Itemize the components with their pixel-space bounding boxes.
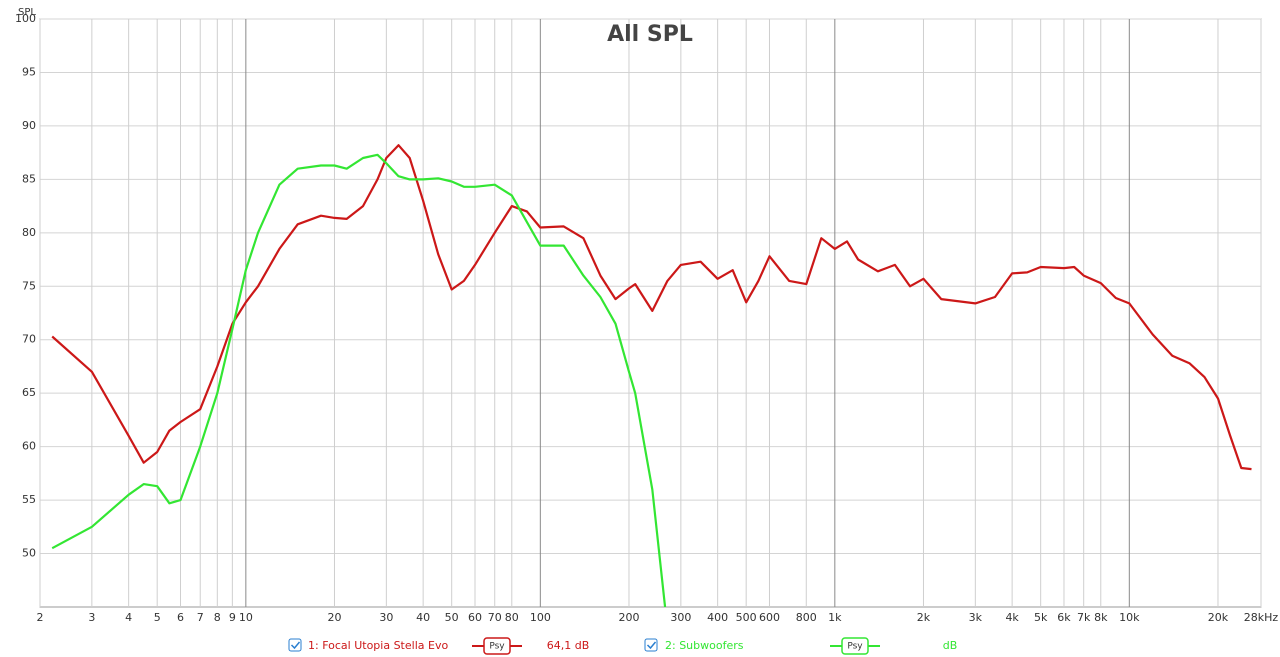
y-tick-label: 85 [22,172,36,185]
x-tick-label: 20 [327,611,341,624]
x-tick-label: 60 [468,611,482,624]
legend-smoothing: Psy [489,642,505,652]
x-tick-label: 800 [796,611,817,624]
x-tick-label: 400 [707,611,728,624]
y-tick-label: 75 [22,279,36,292]
x-tick-label: 40 [416,611,430,624]
x-tick-label: 300 [670,611,691,624]
check-mark [290,641,301,650]
legend-smoothing: Psy [847,642,863,652]
y-tick-label: 90 [22,119,36,132]
legend-label: 1: Focal Utopia Stella Evo [308,639,448,652]
x-tick-label: 6 [177,611,184,624]
grid [39,18,1262,607]
legend-smoothing-box [841,637,869,655]
x-tick-label: 7 [197,611,204,624]
plot-area [51,144,1252,607]
legend: 1: Focal Utopia Stella Evo Psy 64,1 dB 2: S… [288,637,958,655]
x-tick-label: 5k [1034,611,1048,624]
plot-frame [39,18,1262,608]
y-tick-label: 80 [22,226,36,239]
x-tick-label: 70 [488,611,502,624]
x-tick-label: 2 [37,611,44,624]
series-line [51,144,1252,471]
x-tick-label: 8k [1094,611,1108,624]
check-mark [646,641,657,650]
y-tick-label: 95 [22,65,36,78]
x-tick-label: 4 [125,611,132,624]
legend-checkbox[interactable] [644,638,658,652]
x-tick-label: 200 [618,611,639,624]
legend-label: 2: Subwoofers [665,639,744,652]
x-tick-label: 600 [759,611,780,624]
legend-level: 64,1 dB [547,639,590,652]
x-tick-label: 5 [154,611,161,624]
x-tick-label: 8 [214,611,221,624]
x-tick-label: 3 [88,611,95,624]
y-tick-label: 55 [22,493,36,506]
x-tick-label: 50 [445,611,459,624]
y-tick-label: 60 [22,440,36,453]
x-tick-label: 7k [1077,611,1091,624]
x-tick-label: 4k [1005,611,1019,624]
x-tick-label: 28kHz [1244,611,1279,624]
x-tick-label: 2k [917,611,931,624]
x-tick-label: 30 [379,611,393,624]
x-tick-label: 9 [229,611,236,624]
x-tick-label: 20k [1208,611,1229,624]
x-tick-label: 100 [530,611,551,624]
y-tick-label: 70 [22,333,36,346]
chart-title: All SPL [607,22,693,47]
y-tick-label: 50 [22,547,36,560]
y-tick-label: 100 [15,12,36,25]
x-tick-label: 10k [1119,611,1140,624]
x-tick-label: 500 [736,611,757,624]
legend-level: dB [943,639,958,652]
y-tick-label: 65 [22,386,36,399]
legend-smoothing-box [483,637,511,655]
x-tick-label: 3k [969,611,983,624]
x-tick-label: 10 [239,611,253,624]
series-line [51,153,667,607]
x-tick-label: 80 [505,611,519,624]
y-axis-label: SPL [18,7,36,18]
x-tick-label: 1k [828,611,842,624]
x-tick-label: 6k [1057,611,1071,624]
legend-checkbox[interactable] [288,638,302,652]
